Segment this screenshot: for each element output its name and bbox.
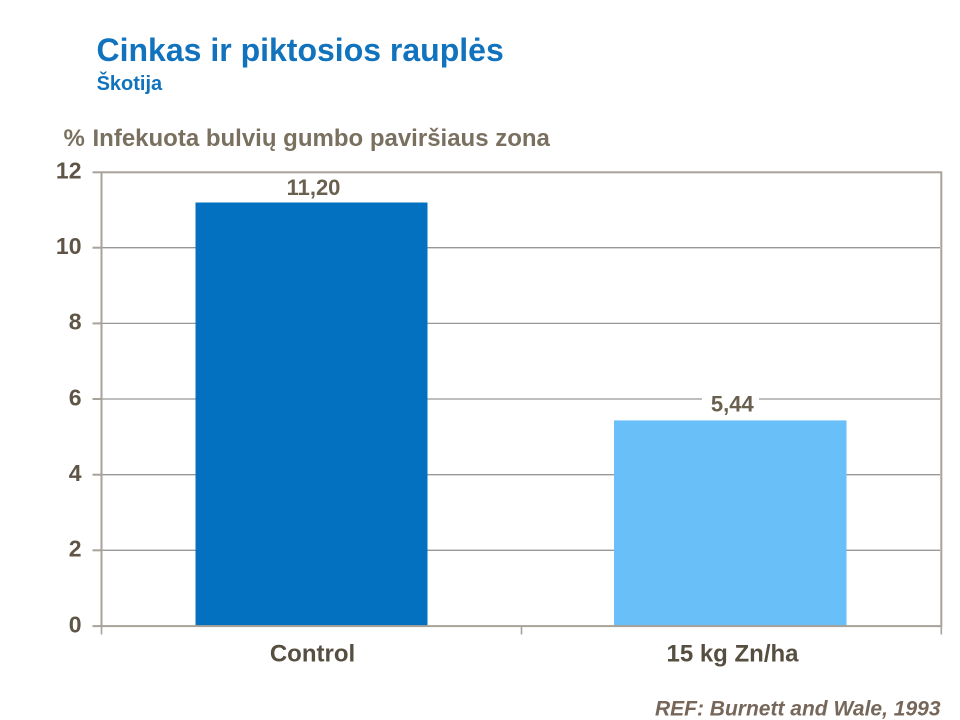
svg-text:0: 0 (69, 611, 82, 637)
svg-text:Infekuota bulvių gumbo pavirši: Infekuota bulvių gumbo paviršiaus zona (93, 125, 551, 152)
svg-text:11,20: 11,20 (287, 175, 341, 200)
svg-text:2: 2 (69, 536, 82, 562)
svg-text:4: 4 (69, 460, 82, 486)
svg-text:12: 12 (56, 158, 82, 184)
svg-text:Cinkas ir piktosios rauplės: Cinkas ir piktosios rauplės (97, 32, 504, 68)
svg-text:Control: Control (270, 641, 355, 668)
svg-text:REF: Burnett and Wale, 1993: REF: Burnett and Wale, 1993 (655, 698, 941, 720)
svg-text:15 kg Zn/ha: 15 kg Zn/ha (666, 641, 799, 668)
svg-text:10: 10 (56, 233, 82, 259)
svg-text:8: 8 (69, 309, 82, 335)
svg-text:6: 6 (69, 384, 82, 410)
svg-text:5,44: 5,44 (711, 392, 755, 417)
svg-text:%: % (64, 125, 85, 152)
svg-text:Škotija: Škotija (97, 71, 163, 95)
